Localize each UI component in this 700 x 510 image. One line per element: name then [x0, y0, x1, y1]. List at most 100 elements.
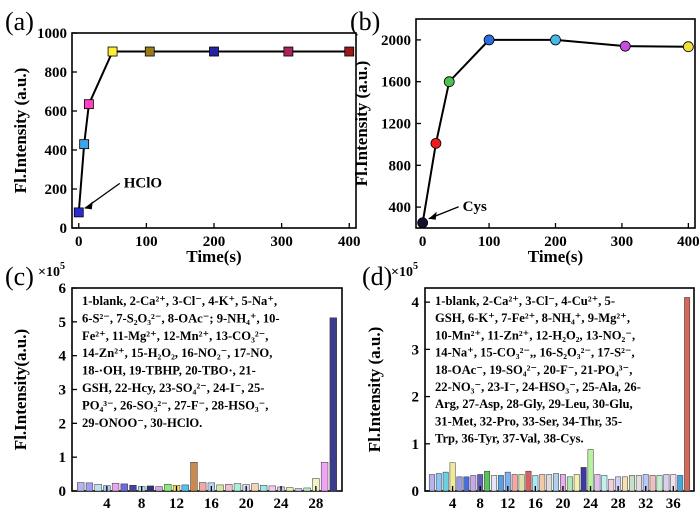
bar-14: [190, 461, 198, 492]
bar-14: [518, 474, 525, 492]
x-tick-label: 100: [478, 234, 501, 250]
data-point: [344, 46, 355, 57]
x-tick-label: 16: [204, 496, 220, 510]
bar-23: [268, 485, 276, 492]
y-tick-label: 4: [412, 295, 420, 311]
y-tick-label: 2: [59, 416, 67, 432]
bar-27: [608, 478, 615, 492]
y-tick-label: 0: [59, 484, 67, 500]
y-tick-label: 1600: [381, 75, 411, 91]
data-point: [79, 139, 90, 150]
bar-24: [587, 449, 594, 492]
x-tick-label: 400: [677, 234, 700, 250]
legend-line: PO₄³⁻, 26-SO₃²⁻, 27-F⁻, 28-HSO₃⁻,: [82, 398, 268, 412]
panel-label: (c): [5, 262, 34, 291]
x-tick-label: 28: [308, 496, 323, 510]
legend-line: 31-Met, 32-Pro, 33-Ser, 34-Thr, 35-: [435, 414, 622, 428]
legend-line: Arg, 27-Asp, 28-Gly, 29-Leu, 30-Glu,: [435, 397, 633, 411]
x-tick-label: 20: [555, 496, 570, 510]
bar-17: [539, 474, 546, 492]
bar-22: [259, 484, 268, 492]
y-tick-label: 2: [412, 390, 420, 406]
y-axis-label: Fl.Intensity (a.u.): [365, 327, 384, 453]
panel-label: (a): [5, 7, 34, 36]
data-point: [107, 46, 118, 57]
bar-26: [601, 475, 608, 492]
data-point: [144, 46, 155, 57]
y-tick-label: 2000: [381, 33, 411, 49]
x-tick-label: 24: [274, 496, 290, 510]
bar-25: [594, 474, 601, 492]
data-point: [430, 137, 442, 149]
bar-1: [77, 482, 85, 492]
data-point: [550, 34, 561, 46]
legend-line: 29-ONOO⁻, 30-HClO.: [82, 416, 202, 430]
x-tick-label: 32: [638, 496, 653, 510]
bar-30: [628, 475, 635, 492]
x-tick-label: 4: [449, 496, 457, 510]
x-tick-label: 0: [419, 234, 427, 250]
x-tick-label: 12: [169, 496, 184, 510]
bar-2: [435, 473, 442, 492]
bar-6: [120, 483, 128, 492]
bar-11: [497, 475, 504, 492]
bar-37: [677, 475, 684, 492]
x-tick-label: 300: [270, 234, 293, 250]
bar-26: [294, 488, 303, 492]
legend-line: 1-blank, 2-Ca²⁺, 3-Cl⁻, 4-Cu²⁺, 5-: [435, 294, 615, 308]
panel-label: (d): [362, 262, 392, 291]
bar-21: [251, 483, 259, 492]
multiplier-exponent: 5: [413, 261, 418, 272]
y-axis-label: Fl.Intensity (a.u.): [352, 61, 371, 187]
bar-22: [573, 474, 580, 492]
y-tick-label: 600: [45, 104, 68, 120]
bar-15: [198, 482, 207, 492]
chart-panel-b: 0 100 200 300 400 400 800 1200 1600 2000 Cys (b) Tim…: [350, 7, 700, 266]
bar-30: [329, 317, 337, 492]
y-tick-label: 800: [45, 65, 68, 81]
x-tick-label: 36: [666, 496, 682, 510]
bar-18: [225, 483, 233, 492]
data-point: [443, 76, 455, 88]
y-tick-label: 400: [389, 200, 412, 216]
x-tick-label: 100: [135, 234, 158, 250]
bar-7: [129, 484, 137, 492]
x-axis-label: Time(s): [186, 247, 241, 266]
bar-19: [553, 473, 559, 492]
data-line: [421, 38, 689, 223]
x-tick-label: 300: [611, 234, 634, 250]
annotation-label: HClO: [124, 175, 162, 191]
legend-line: 22-NO₃⁻, 23-I⁻, 24-HSO₃⁻, 25-Ala, 26-: [435, 380, 641, 394]
legend-line: 18-·OH, 19-TBHP, 20-TBO·, 21-: [82, 364, 256, 378]
x-tick-label: 12: [500, 496, 515, 510]
multiplier-base: ×10: [38, 265, 60, 280]
bar-34: [656, 475, 663, 492]
bar-29: [622, 476, 628, 492]
y-tick-label: 0: [60, 221, 68, 237]
x-tick-label: 4: [103, 496, 111, 510]
bar-17: [216, 484, 224, 492]
y-axis-label: Fl.Intensity(a.u.): [11, 329, 30, 450]
x-tick-label: 8: [138, 496, 146, 510]
legend-line: GSH, 6-K⁺, 7-Fe²⁺, 8-NH₄⁺, 9-Mg²⁺,: [435, 311, 630, 325]
bar-5: [456, 476, 463, 492]
bar-3: [442, 471, 449, 492]
bar-31: [635, 475, 642, 492]
y-axis-label: Fl.Intensity (a.u.): [11, 68, 30, 194]
data-point: [619, 40, 631, 52]
x-axis-label: Time(s): [528, 247, 583, 266]
bar-13: [181, 484, 189, 492]
y-tick-label: 4: [59, 349, 67, 365]
plot-frame: [415, 18, 696, 229]
multiplier-exponent: 5: [60, 261, 65, 272]
bar-38: [684, 297, 691, 492]
x-tick-label: 20: [239, 496, 254, 510]
data-point: [682, 41, 694, 53]
x-tick-label: 0: [75, 234, 83, 250]
y-tick-label: 1200: [381, 117, 411, 133]
x-tick-label: 200: [203, 234, 226, 250]
bar-15: [525, 470, 532, 492]
legend-line: 6-S²⁻, 7-S₂O₃²⁻, 8-OAc⁻; 9-NH₄⁺, 10-: [82, 311, 280, 325]
